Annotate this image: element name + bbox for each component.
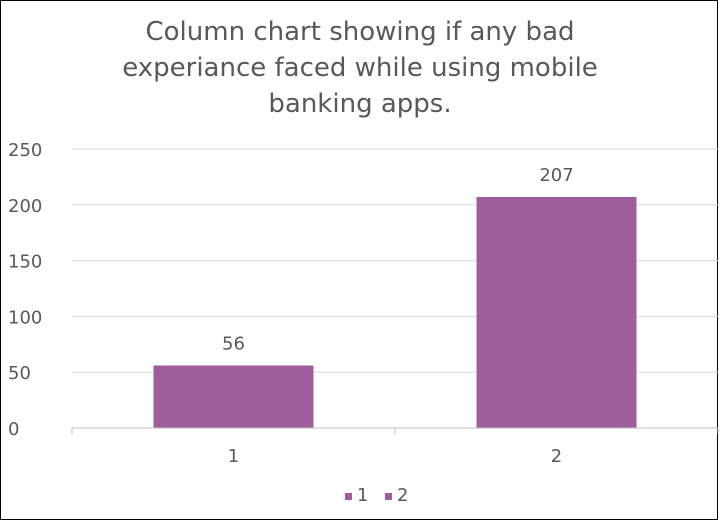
bar-1 [153,365,314,428]
y-tick-label-50: 50 [8,363,31,384]
chart-title-line-2: experiance faced while using mobile [122,53,598,83]
chart-title-line-1: Column chart showing if any bad [145,17,575,47]
legend-label-2: 2 [397,485,408,506]
y-tick-label-200: 200 [8,196,42,217]
data-label-1: 56 [222,334,245,355]
data-label-2: 207 [539,165,573,186]
y-axis: 0 50 100 150 200 250 [8,140,42,440]
bar-2 [476,196,637,428]
chart-title: Column chart showing if any bad experian… [0,14,720,122]
y-tick-label-100: 100 [8,307,42,328]
legend-label-1: 1 [357,485,368,506]
legend-swatch-2 [385,493,392,500]
y-tick-label-250: 250 [8,140,42,161]
y-tick-label-150: 150 [8,252,42,273]
y-tick-label-0: 0 [8,419,19,440]
bars: 56 207 [153,165,637,428]
legend-swatch-1 [345,493,352,500]
x-tick-label-2: 2 [551,446,562,467]
chart-title-line-3: banking apps. [268,89,452,119]
x-tick-label-1: 1 [228,446,239,467]
